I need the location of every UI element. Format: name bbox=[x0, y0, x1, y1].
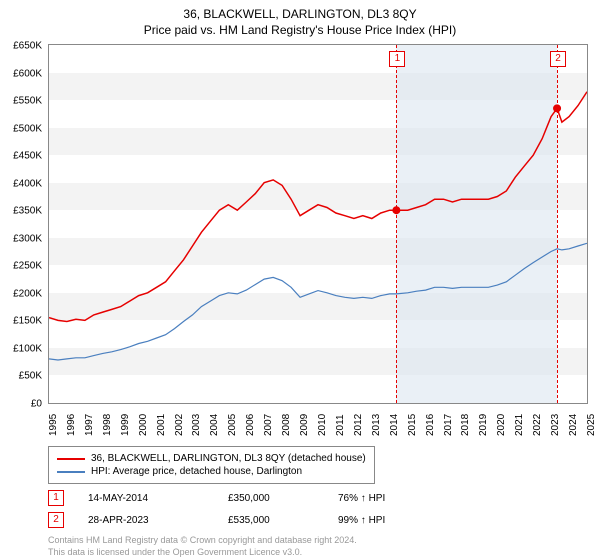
x-tick-label: 2005 bbox=[227, 414, 238, 436]
y-tick-label: £300K bbox=[0, 233, 42, 244]
x-tick-label: 2004 bbox=[209, 414, 220, 436]
legend-label: 36, BLACKWELL, DARLINGTON, DL3 8QY (deta… bbox=[91, 453, 366, 464]
series-property bbox=[49, 92, 587, 322]
x-tick-label: 2009 bbox=[299, 414, 310, 436]
x-tick-label: 2025 bbox=[586, 414, 597, 436]
x-tick-label: 2017 bbox=[443, 414, 454, 436]
y-tick-label: £200K bbox=[0, 288, 42, 299]
price-chart: 12 bbox=[48, 44, 588, 404]
x-tick-label: 2013 bbox=[371, 414, 382, 436]
y-tick-label: £0 bbox=[0, 399, 42, 410]
y-tick-label: £350K bbox=[0, 206, 42, 217]
x-tick-label: 2016 bbox=[425, 414, 436, 436]
x-tick-label: 2014 bbox=[389, 414, 400, 436]
sale-marker-icon: 2 bbox=[48, 512, 64, 528]
page-title: 36, BLACKWELL, DARLINGTON, DL3 8QY bbox=[0, 0, 600, 22]
y-tick-label: £550K bbox=[0, 96, 42, 107]
attribution-footnote: Contains HM Land Registry data © Crown c… bbox=[48, 534, 357, 558]
chart-legend: 36, BLACKWELL, DARLINGTON, DL3 8QY (deta… bbox=[48, 446, 375, 484]
sale-record-1: 1 14-MAY-2014 £350,000 76% ↑ HPI bbox=[48, 490, 478, 506]
sale-date: 28-APR-2023 bbox=[88, 515, 228, 526]
y-tick-label: £250K bbox=[0, 261, 42, 272]
page-subtitle: Price paid vs. HM Land Registry's House … bbox=[0, 22, 600, 38]
marker-dot-icon bbox=[553, 104, 561, 112]
y-tick-label: £100K bbox=[0, 343, 42, 354]
y-tick-label: £650K bbox=[0, 41, 42, 52]
sale-hpi-ratio: 76% ↑ HPI bbox=[338, 493, 478, 504]
y-tick-label: £500K bbox=[0, 123, 42, 134]
x-tick-label: 2018 bbox=[460, 414, 471, 436]
chart-lines bbox=[49, 45, 587, 403]
y-tick-label: £50K bbox=[0, 371, 42, 382]
x-tick-label: 1996 bbox=[66, 414, 77, 436]
x-tick-label: 2003 bbox=[191, 414, 202, 436]
sale-hpi-ratio: 99% ↑ HPI bbox=[338, 515, 478, 526]
x-tick-label: 2010 bbox=[317, 414, 328, 436]
sale-price: £350,000 bbox=[228, 493, 338, 504]
x-tick-label: 1997 bbox=[84, 414, 95, 436]
x-tick-label: 1995 bbox=[48, 414, 59, 436]
y-tick-label: £450K bbox=[0, 151, 42, 162]
legend-label: HPI: Average price, detached house, Darl… bbox=[91, 466, 302, 477]
x-tick-label: 2015 bbox=[407, 414, 418, 436]
x-tick-label: 2001 bbox=[156, 414, 167, 436]
y-tick-label: £600K bbox=[0, 68, 42, 79]
x-tick-label: 2000 bbox=[138, 414, 149, 436]
price-chart-page: 36, BLACKWELL, DARLINGTON, DL3 8QY Price… bbox=[0, 0, 600, 560]
x-tick-label: 2007 bbox=[263, 414, 274, 436]
x-tick-label: 2006 bbox=[245, 414, 256, 436]
footnote-line: Contains HM Land Registry data © Crown c… bbox=[48, 534, 357, 546]
y-tick-label: £150K bbox=[0, 316, 42, 327]
x-tick-label: 2002 bbox=[174, 414, 185, 436]
legend-swatch-icon bbox=[57, 471, 85, 473]
footnote-line: This data is licensed under the Open Gov… bbox=[48, 546, 357, 558]
x-tick-label: 2011 bbox=[335, 414, 346, 436]
x-tick-label: 2019 bbox=[478, 414, 489, 436]
y-tick-label: £400K bbox=[0, 178, 42, 189]
legend-item-hpi: HPI: Average price, detached house, Darl… bbox=[57, 466, 366, 477]
x-tick-label: 2021 bbox=[514, 414, 525, 436]
sale-date: 14-MAY-2014 bbox=[88, 493, 228, 504]
marker-dot-icon bbox=[392, 206, 400, 214]
x-tick-label: 1998 bbox=[102, 414, 113, 436]
x-tick-label: 2012 bbox=[353, 414, 364, 436]
sale-record-2: 2 28-APR-2023 £535,000 99% ↑ HPI bbox=[48, 512, 478, 528]
x-tick-label: 2023 bbox=[550, 414, 561, 436]
x-tick-label: 2024 bbox=[568, 414, 579, 436]
x-tick-label: 2022 bbox=[532, 414, 543, 436]
legend-swatch-icon bbox=[57, 458, 85, 460]
x-tick-label: 2008 bbox=[281, 414, 292, 436]
legend-item-property: 36, BLACKWELL, DARLINGTON, DL3 8QY (deta… bbox=[57, 453, 366, 464]
x-tick-label: 2020 bbox=[496, 414, 507, 436]
sale-price: £535,000 bbox=[228, 515, 338, 526]
sale-marker-icon: 1 bbox=[48, 490, 64, 506]
x-tick-label: 1999 bbox=[120, 414, 131, 436]
